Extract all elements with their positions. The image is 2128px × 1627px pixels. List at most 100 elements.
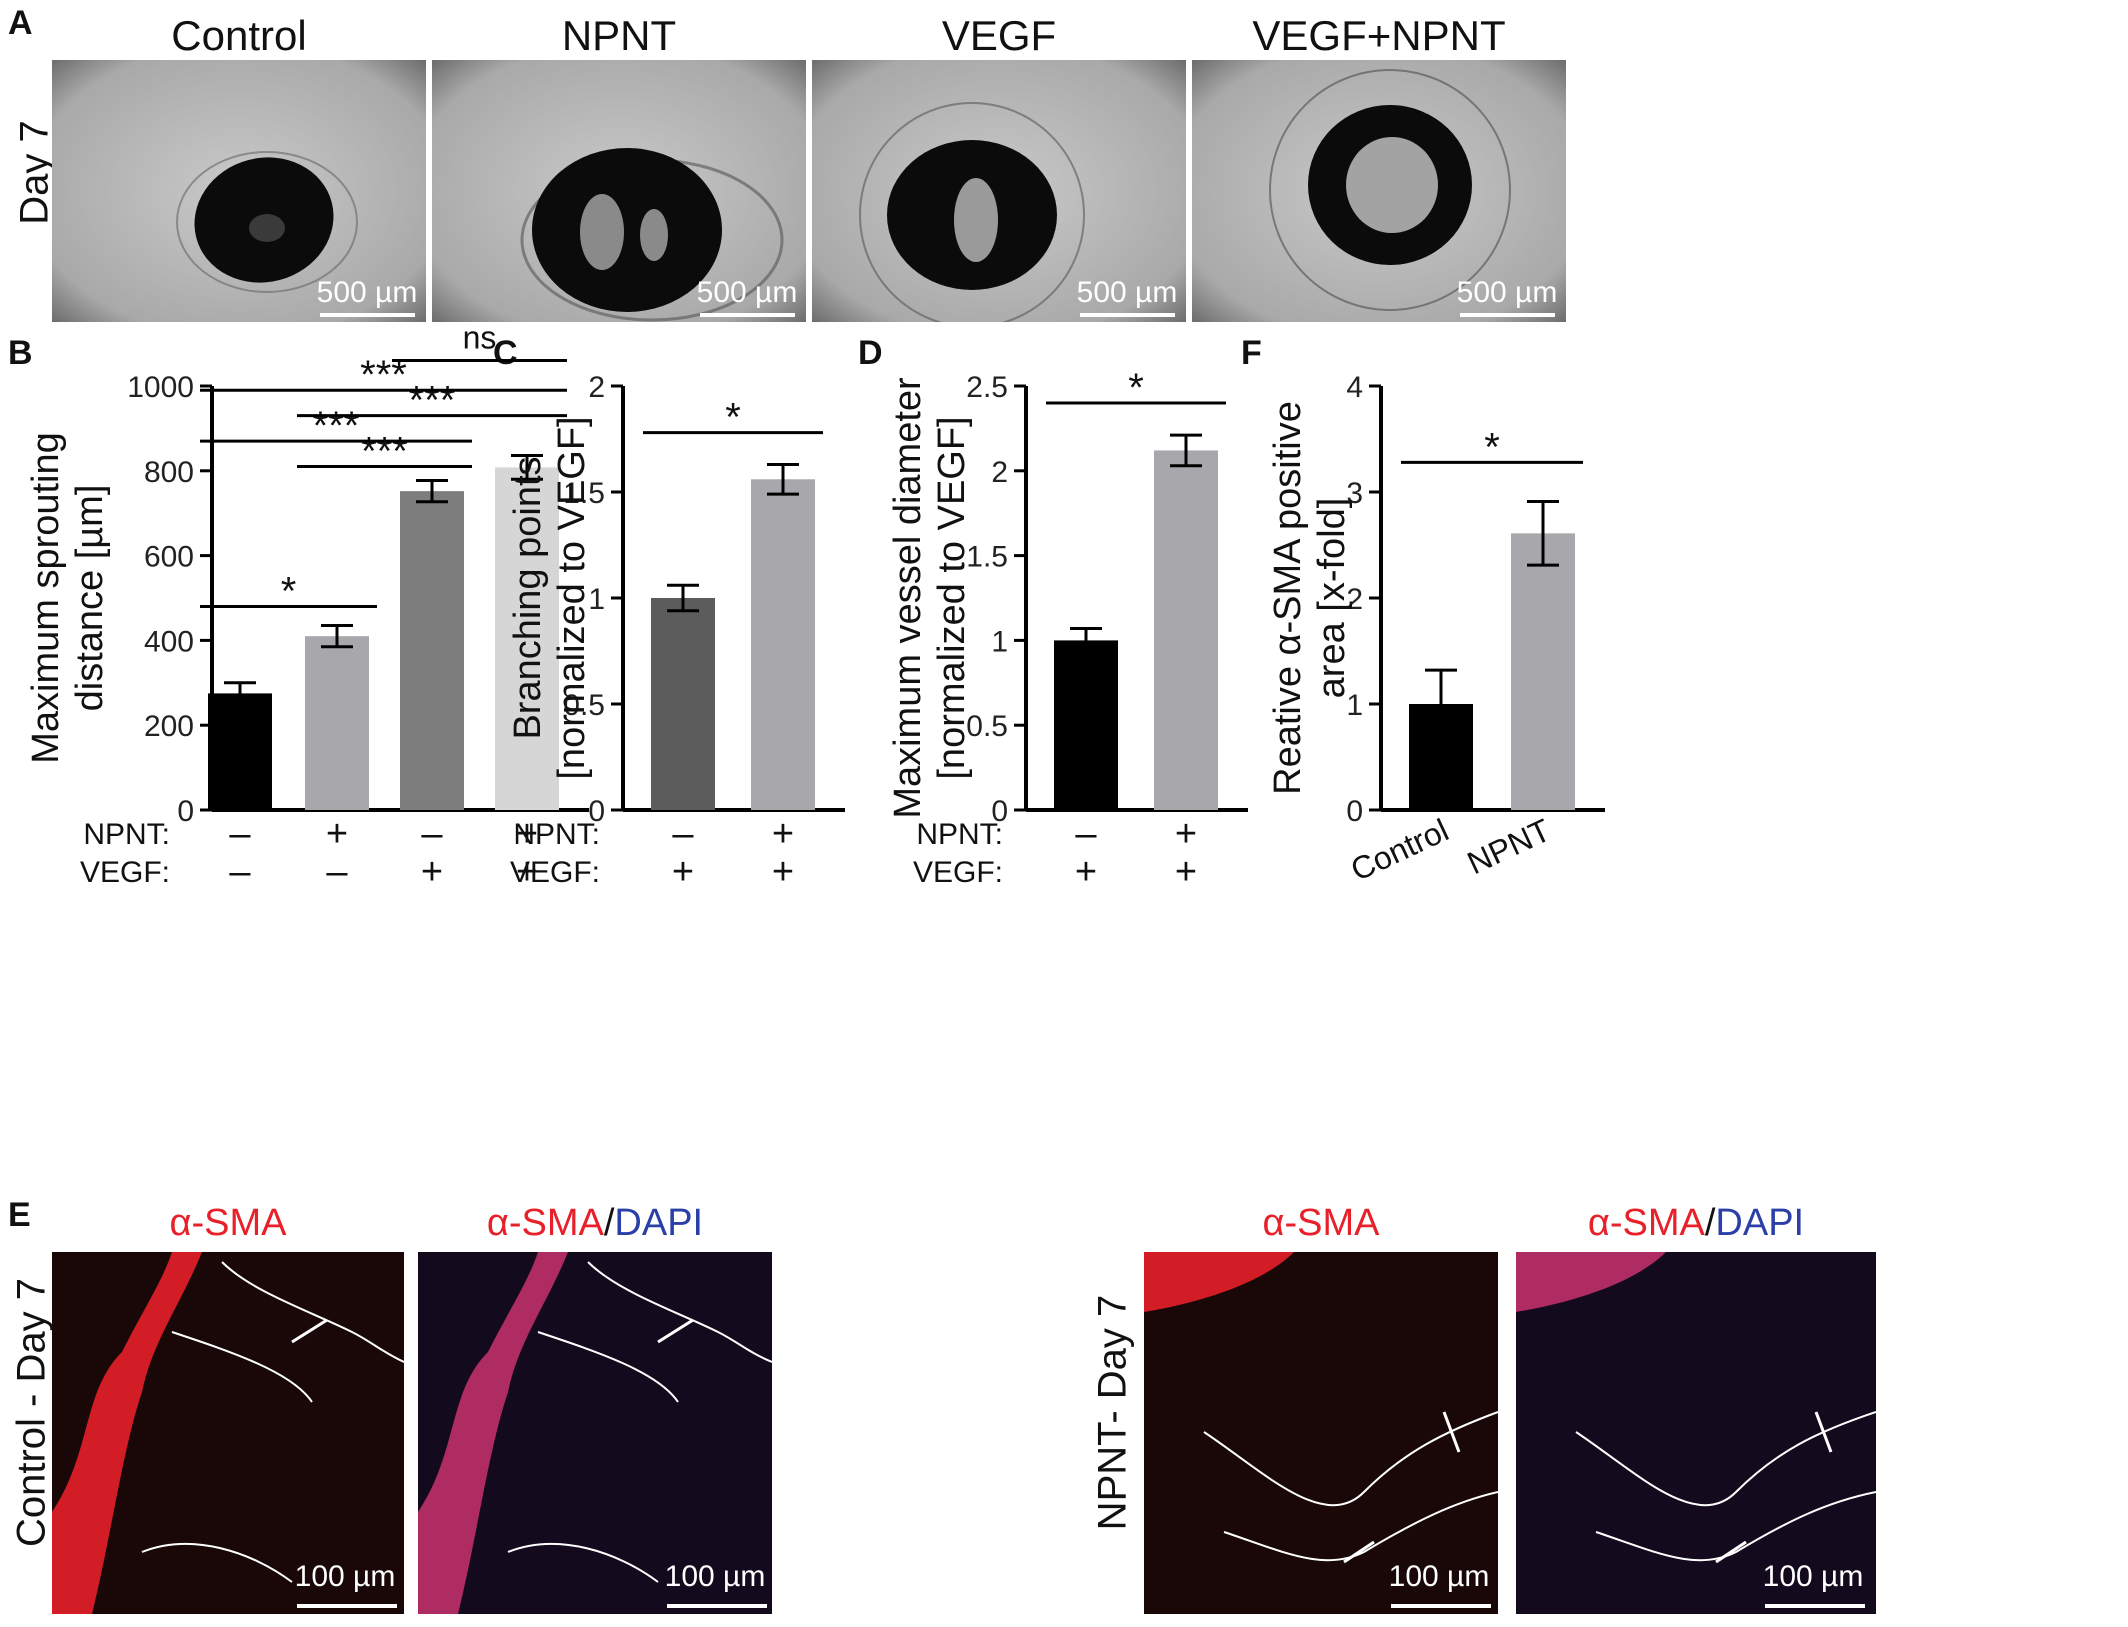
chart-d-ytick-label: 0 (991, 795, 1008, 828)
chart-d-vegf-sign: + (1175, 851, 1197, 893)
panel-letter-c: C (493, 334, 518, 372)
chart-b-ytick-label: 800 (144, 456, 194, 489)
chart-c-bar (651, 598, 715, 810)
scale-bar-e4 (1765, 1604, 1865, 1608)
photo-npnt (432, 60, 806, 322)
chart-b-row-label: VEGF: (80, 856, 170, 889)
scale-bar-a4 (1460, 313, 1555, 317)
chart-d-ylabel: Maximum vessel diameter (887, 377, 929, 819)
label-slash: / (1704, 1202, 1716, 1244)
chart-c-ytick-label: 1 (588, 583, 605, 616)
label-sma-dapi-2: α-SMA/DAPI (1516, 1202, 1876, 1245)
chart-b-bar (495, 467, 559, 810)
chart-b-ylabel: distance [µm] (69, 485, 111, 712)
chart-d-ytick-label: 0.5 (966, 710, 1008, 743)
chart-d-ytick-label: 1 (991, 625, 1008, 658)
chart-c-ylabel: Branching points (507, 456, 549, 739)
label-sma-part: α-SMA (486, 1202, 604, 1244)
label-slash: / (603, 1202, 615, 1244)
scale-bar-a3 (1080, 313, 1175, 317)
chart-f-bar (1511, 533, 1575, 810)
chart-b-npnt-sign: + (516, 813, 538, 855)
chart-d-npnt-sign: – (1075, 813, 1097, 855)
scale-label-a2: 500 µm (696, 276, 798, 309)
chart-c-sig-label: * (725, 396, 741, 440)
fluo-npnt-merge (1516, 1252, 1876, 1614)
scale-label-a1: 500 µm (316, 276, 418, 309)
label-sma-part: α-SMA (1587, 1202, 1705, 1244)
chart-f-bar (1409, 704, 1473, 810)
chart-b-ylabel: Maximum sprouting (25, 432, 67, 764)
chart-b-vegf-sign: + (421, 851, 443, 893)
scale-bar-e2 (667, 1604, 767, 1608)
label-sma-dapi-1: α-SMA/DAPI (418, 1202, 772, 1245)
fluo-control-sma (52, 1252, 404, 1614)
chart-d-ytick-label: 2.5 (966, 371, 1008, 404)
chart-d-ylabel: [normalized to VEGF] (931, 416, 973, 779)
chart-c-ytick-label: 1.5 (563, 477, 605, 510)
panel-letter-d: D (858, 334, 883, 372)
row-label-npnt-day7: NPNT- Day 7 (1090, 1294, 1135, 1531)
chart-b-npnt-sign: + (326, 813, 348, 855)
chart-c-npnt-sign: + (772, 813, 794, 855)
column-label-control: Control (171, 12, 307, 59)
label-dapi-part: DAPI (614, 1202, 704, 1244)
scale-label-e4: 100 µm (1762, 1560, 1864, 1593)
chart-b-ytick-label: 0 (177, 795, 194, 828)
chart-b-row-label: NPNT: (83, 818, 170, 851)
label-sma-2: α-SMA (1262, 1202, 1380, 1244)
chart-c-row-label: NPNT: (513, 818, 600, 851)
chart-c-row-label: VEGF: (510, 856, 600, 889)
row-label-control-day7: Control - Day 7 (9, 1278, 54, 1547)
chart-f-sig-label: * (1484, 425, 1500, 469)
label-sma-1: α-SMA (169, 1202, 287, 1244)
chart-d-bar (1154, 450, 1218, 810)
chart-b-sig-label: * (281, 569, 297, 613)
scale-bar-a2 (700, 313, 795, 317)
chart-c-ylabel: [normalized to VEGF] (551, 416, 593, 779)
scale-bar-e1 (297, 1604, 397, 1608)
chart-b-sig-label: *** (313, 404, 360, 448)
column-label-vegf: VEGF (941, 12, 1057, 59)
chart-b-sig-label: *** (360, 353, 407, 397)
chart-b-vegf-sign: – (326, 851, 348, 893)
chart-c-vegf-sign: + (772, 851, 794, 893)
panel-letter-f: F (1241, 334, 1262, 372)
chart-b-npnt-sign: – (421, 813, 443, 855)
chart-f-ytick-label: 3 (1346, 477, 1363, 510)
chart-b-bar (305, 636, 369, 810)
chart-b-vegf-sign: – (229, 851, 251, 893)
scale-bar-a1 (320, 313, 415, 317)
chart-f-ytick-label: 2 (1346, 583, 1363, 616)
chart-b-ytick-label: 400 (144, 625, 194, 658)
scale-label-a4: 500 µm (1456, 276, 1558, 309)
chart-f-ytick-label: 1 (1346, 689, 1363, 722)
chart-b-sig-label: ns (463, 320, 497, 356)
chart-f-ylabel: area [x-fold] (1311, 498, 1353, 699)
photo-vegf-npnt (1192, 60, 1566, 322)
chart-d-row-label: VEGF: (913, 856, 1003, 889)
scale-label-e3: 100 µm (1388, 1560, 1490, 1593)
chart-b-npnt-sign: – (229, 813, 251, 855)
fluo-npnt-sma (1144, 1252, 1498, 1614)
chart-c-bar (751, 479, 815, 810)
scale-label-e1: 100 µm (294, 1560, 396, 1593)
chart-d-ytick-label: 2 (991, 456, 1008, 489)
chart-b-vegf-sign: + (516, 851, 538, 893)
chart-d-vegf-sign: + (1075, 851, 1097, 893)
chart-b-bar (208, 693, 272, 810)
chart-f-ytick-label: 4 (1346, 371, 1363, 404)
chart-f-category-label: Control (1345, 812, 1454, 888)
chart-b-ytick-label: 1000 (127, 371, 194, 404)
chart-c-ytick-label: 0 (588, 795, 605, 828)
chart-d-npnt-sign: + (1175, 813, 1197, 855)
chart-d-bar (1054, 640, 1118, 810)
photo-vegf (812, 60, 1186, 322)
panel-letter-e: E (8, 1196, 31, 1234)
scale-bar-e3 (1391, 1604, 1491, 1608)
chart-b-bar (400, 491, 464, 810)
column-label-vegf-npnt: VEGF+NPNT (1252, 12, 1506, 59)
label-dapi-part: DAPI (1715, 1202, 1805, 1244)
scale-label-a3: 500 µm (1076, 276, 1178, 309)
chart-f-ytick-label: 0 (1346, 795, 1363, 828)
